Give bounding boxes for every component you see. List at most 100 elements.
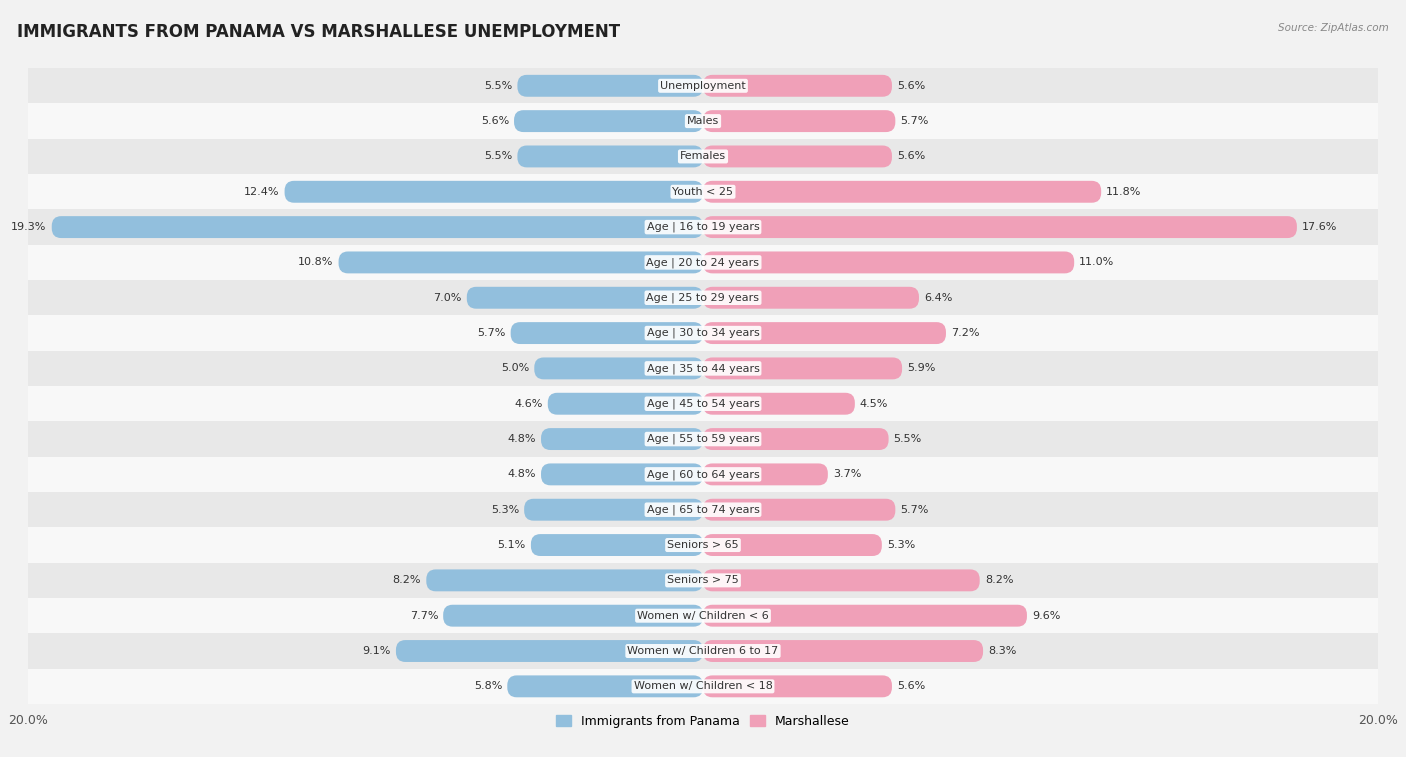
FancyBboxPatch shape — [703, 569, 980, 591]
Bar — [28, 350, 1378, 386]
FancyBboxPatch shape — [508, 675, 703, 697]
Text: 5.6%: 5.6% — [481, 116, 509, 126]
FancyBboxPatch shape — [703, 393, 855, 415]
Bar — [28, 386, 1378, 422]
Text: Age | 45 to 54 years: Age | 45 to 54 years — [647, 398, 759, 409]
Text: 5.6%: 5.6% — [897, 81, 925, 91]
FancyBboxPatch shape — [515, 111, 703, 132]
Text: Seniors > 75: Seniors > 75 — [666, 575, 740, 585]
Text: 4.5%: 4.5% — [860, 399, 889, 409]
FancyBboxPatch shape — [703, 463, 828, 485]
Text: 5.3%: 5.3% — [491, 505, 519, 515]
FancyBboxPatch shape — [396, 640, 703, 662]
Text: 6.4%: 6.4% — [924, 293, 952, 303]
Text: Youth < 25: Youth < 25 — [672, 187, 734, 197]
Text: Unemployment: Unemployment — [661, 81, 745, 91]
Text: 11.8%: 11.8% — [1107, 187, 1142, 197]
Text: 19.3%: 19.3% — [11, 222, 46, 232]
Text: 4.8%: 4.8% — [508, 434, 536, 444]
Text: 11.0%: 11.0% — [1080, 257, 1115, 267]
Text: Age | 20 to 24 years: Age | 20 to 24 years — [647, 257, 759, 268]
FancyBboxPatch shape — [524, 499, 703, 521]
Text: Age | 35 to 44 years: Age | 35 to 44 years — [647, 363, 759, 374]
Text: 8.3%: 8.3% — [988, 646, 1017, 656]
FancyBboxPatch shape — [703, 145, 891, 167]
FancyBboxPatch shape — [339, 251, 703, 273]
Text: 5.7%: 5.7% — [900, 116, 929, 126]
Text: 5.5%: 5.5% — [894, 434, 922, 444]
Text: Source: ZipAtlas.com: Source: ZipAtlas.com — [1278, 23, 1389, 33]
FancyBboxPatch shape — [703, 640, 983, 662]
Bar — [28, 422, 1378, 456]
Text: 5.8%: 5.8% — [474, 681, 502, 691]
FancyBboxPatch shape — [541, 463, 703, 485]
Text: 12.4%: 12.4% — [245, 187, 280, 197]
Bar — [28, 598, 1378, 634]
Text: Females: Females — [681, 151, 725, 161]
Text: 5.6%: 5.6% — [897, 151, 925, 161]
Text: 9.6%: 9.6% — [1032, 611, 1060, 621]
Text: 5.5%: 5.5% — [484, 151, 512, 161]
Text: Age | 55 to 59 years: Age | 55 to 59 years — [647, 434, 759, 444]
FancyBboxPatch shape — [517, 145, 703, 167]
Text: 5.6%: 5.6% — [897, 681, 925, 691]
Text: 7.0%: 7.0% — [433, 293, 461, 303]
FancyBboxPatch shape — [703, 111, 896, 132]
Text: 4.6%: 4.6% — [515, 399, 543, 409]
Text: IMMIGRANTS FROM PANAMA VS MARSHALLESE UNEMPLOYMENT: IMMIGRANTS FROM PANAMA VS MARSHALLESE UN… — [17, 23, 620, 41]
Bar — [28, 104, 1378, 139]
Text: Age | 25 to 29 years: Age | 25 to 29 years — [647, 292, 759, 303]
Text: Males: Males — [688, 116, 718, 126]
FancyBboxPatch shape — [703, 428, 889, 450]
Text: 5.5%: 5.5% — [484, 81, 512, 91]
FancyBboxPatch shape — [703, 357, 903, 379]
Text: Women w/ Children < 6: Women w/ Children < 6 — [637, 611, 769, 621]
Text: 8.2%: 8.2% — [392, 575, 422, 585]
FancyBboxPatch shape — [534, 357, 703, 379]
Text: 5.1%: 5.1% — [498, 540, 526, 550]
FancyBboxPatch shape — [467, 287, 703, 309]
FancyBboxPatch shape — [284, 181, 703, 203]
Bar — [28, 316, 1378, 350]
FancyBboxPatch shape — [703, 217, 1296, 238]
Text: 8.2%: 8.2% — [984, 575, 1014, 585]
Bar — [28, 528, 1378, 562]
Text: 5.0%: 5.0% — [501, 363, 529, 373]
Text: 5.7%: 5.7% — [900, 505, 929, 515]
Text: 7.2%: 7.2% — [950, 328, 980, 338]
Text: 5.7%: 5.7% — [477, 328, 506, 338]
Text: 7.7%: 7.7% — [409, 611, 439, 621]
Text: Age | 60 to 64 years: Age | 60 to 64 years — [647, 469, 759, 480]
FancyBboxPatch shape — [703, 181, 1101, 203]
FancyBboxPatch shape — [52, 217, 703, 238]
Bar — [28, 139, 1378, 174]
FancyBboxPatch shape — [443, 605, 703, 627]
Bar — [28, 668, 1378, 704]
FancyBboxPatch shape — [703, 499, 896, 521]
Bar — [28, 210, 1378, 245]
Bar — [28, 456, 1378, 492]
Text: 3.7%: 3.7% — [832, 469, 862, 479]
Text: Women w/ Children 6 to 17: Women w/ Children 6 to 17 — [627, 646, 779, 656]
FancyBboxPatch shape — [703, 251, 1074, 273]
Text: 17.6%: 17.6% — [1302, 222, 1337, 232]
Bar — [28, 634, 1378, 668]
FancyBboxPatch shape — [510, 322, 703, 344]
Text: Age | 65 to 74 years: Age | 65 to 74 years — [647, 504, 759, 515]
Text: 5.9%: 5.9% — [907, 363, 935, 373]
FancyBboxPatch shape — [703, 322, 946, 344]
Text: 10.8%: 10.8% — [298, 257, 333, 267]
Bar — [28, 174, 1378, 210]
Text: Age | 16 to 19 years: Age | 16 to 19 years — [647, 222, 759, 232]
FancyBboxPatch shape — [703, 534, 882, 556]
Legend: Immigrants from Panama, Marshallese: Immigrants from Panama, Marshallese — [551, 710, 855, 733]
FancyBboxPatch shape — [531, 534, 703, 556]
Text: Seniors > 65: Seniors > 65 — [668, 540, 738, 550]
Text: Women w/ Children < 18: Women w/ Children < 18 — [634, 681, 772, 691]
Text: 4.8%: 4.8% — [508, 469, 536, 479]
Text: 9.1%: 9.1% — [363, 646, 391, 656]
FancyBboxPatch shape — [703, 605, 1026, 627]
FancyBboxPatch shape — [548, 393, 703, 415]
Bar — [28, 492, 1378, 528]
Bar — [28, 562, 1378, 598]
